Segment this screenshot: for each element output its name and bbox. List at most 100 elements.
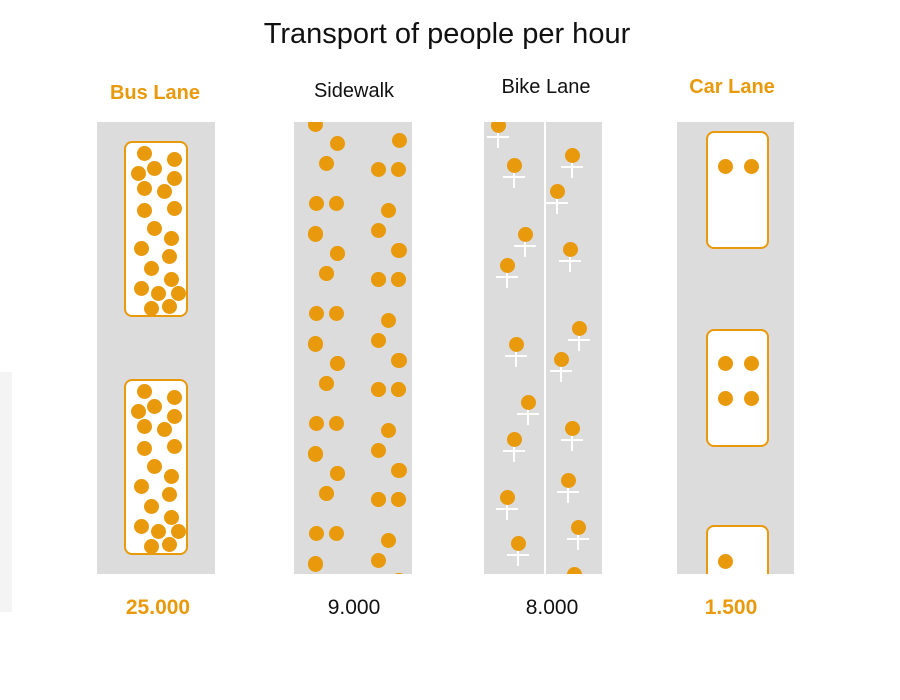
person-dot: [390, 271, 406, 287]
diagram-title: Transport of people per hour: [263, 18, 631, 50]
person-dot: [329, 135, 345, 151]
person-dot: [308, 415, 324, 431]
person-dot: [136, 145, 152, 161]
person-dot: [328, 195, 344, 211]
car-vehicle: [706, 131, 769, 249]
person-dot: [549, 183, 565, 199]
person-dot: [318, 155, 334, 171]
person-dot: [163, 230, 179, 246]
person-dot: [307, 336, 323, 352]
person-dot: [380, 312, 396, 328]
bus-vehicle: [124, 379, 188, 555]
person-dot: [391, 462, 407, 478]
bicycle-icon: [561, 156, 583, 178]
lane-value-bike: 8.000: [525, 596, 579, 619]
bicycle-icon: [507, 544, 529, 566]
person-dot: [166, 438, 182, 454]
lane-value-car: 1.500: [704, 596, 758, 619]
person-dot: [560, 472, 576, 488]
person-dot: [150, 523, 166, 539]
bicycle-icon: [561, 429, 583, 451]
bicycle-icon: [496, 498, 518, 520]
lane-value-bus: 25.000: [125, 596, 191, 619]
person-dot: [510, 535, 526, 551]
bus-lane: [97, 122, 215, 574]
person-dot: [130, 403, 146, 419]
person-dot: [161, 536, 177, 552]
person-dot: [508, 336, 524, 352]
person-dot: [370, 271, 386, 287]
person-dot: [380, 422, 396, 438]
person-dot: [308, 305, 324, 321]
person-dot: [308, 195, 324, 211]
person-dot: [146, 458, 162, 474]
person-dot: [307, 556, 323, 572]
person-dot: [170, 285, 186, 301]
bicycle-icon: [567, 528, 589, 550]
bicycle-icon: [503, 440, 525, 462]
bicycle-icon: [517, 403, 539, 425]
bicycle-icon: [550, 360, 572, 382]
person-dot: [166, 389, 182, 405]
person-dot: [308, 525, 324, 541]
bicycle-icon: [487, 126, 509, 148]
car-vehicle: [706, 525, 769, 574]
person-dot: [329, 355, 345, 371]
person-dot: [564, 147, 580, 163]
person-dot: [156, 183, 172, 199]
person-dot: [391, 242, 407, 258]
person-dot: [156, 421, 172, 437]
bicycle-icon: [559, 250, 581, 272]
person-dot: [370, 161, 386, 177]
person-dot: [520, 394, 536, 410]
person-dot: [328, 525, 344, 541]
person-dot: [136, 202, 152, 218]
person-dot: [170, 523, 186, 539]
person-dot: [166, 200, 182, 216]
person-dot: [380, 202, 396, 218]
person-dot: [329, 465, 345, 481]
person-dot: [318, 485, 334, 501]
person-dot: [163, 271, 179, 287]
person-dot: [390, 491, 406, 507]
bicycle-icon: [505, 345, 527, 367]
person-dot: [562, 241, 578, 257]
person-dot: [307, 122, 323, 132]
lane-label-car: Car Lane: [689, 76, 775, 98]
person-dot: [161, 486, 177, 502]
person-dot: [391, 352, 407, 368]
lane-label-sidewalk: Sidewalk: [313, 80, 395, 102]
person-dot: [517, 226, 533, 242]
person-dot: [490, 122, 506, 133]
person-dot: [307, 446, 323, 462]
person-dot: [146, 398, 162, 414]
person-dot: [717, 355, 733, 371]
person-dot: [136, 440, 152, 456]
bus-vehicle: [124, 141, 188, 317]
person-dot: [717, 158, 733, 174]
person-dot: [370, 222, 386, 238]
bicycle-icon: [496, 266, 518, 288]
person-dot: [743, 158, 759, 174]
person-dot: [133, 518, 149, 534]
person-dot: [571, 320, 587, 336]
person-dot: [146, 160, 162, 176]
car-vehicle: [706, 329, 769, 447]
left-edge-mark: [0, 372, 12, 612]
person-dot: [136, 383, 152, 399]
person-dot: [166, 151, 182, 167]
person-dot: [166, 408, 182, 424]
person-dot: [163, 468, 179, 484]
person-dot: [161, 298, 177, 314]
person-dot: [136, 180, 152, 196]
bicycle-icon: [514, 235, 536, 257]
bicycle-icon: [557, 481, 579, 503]
lane-label-bike: Bike Lane: [501, 76, 591, 98]
person-dot: [380, 532, 396, 548]
person-dot: [499, 257, 515, 273]
bicycle-icon: [546, 192, 568, 214]
person-dot: [743, 390, 759, 406]
bike-lane-divider: [544, 122, 546, 574]
person-dot: [136, 418, 152, 434]
person-dot: [307, 226, 323, 242]
